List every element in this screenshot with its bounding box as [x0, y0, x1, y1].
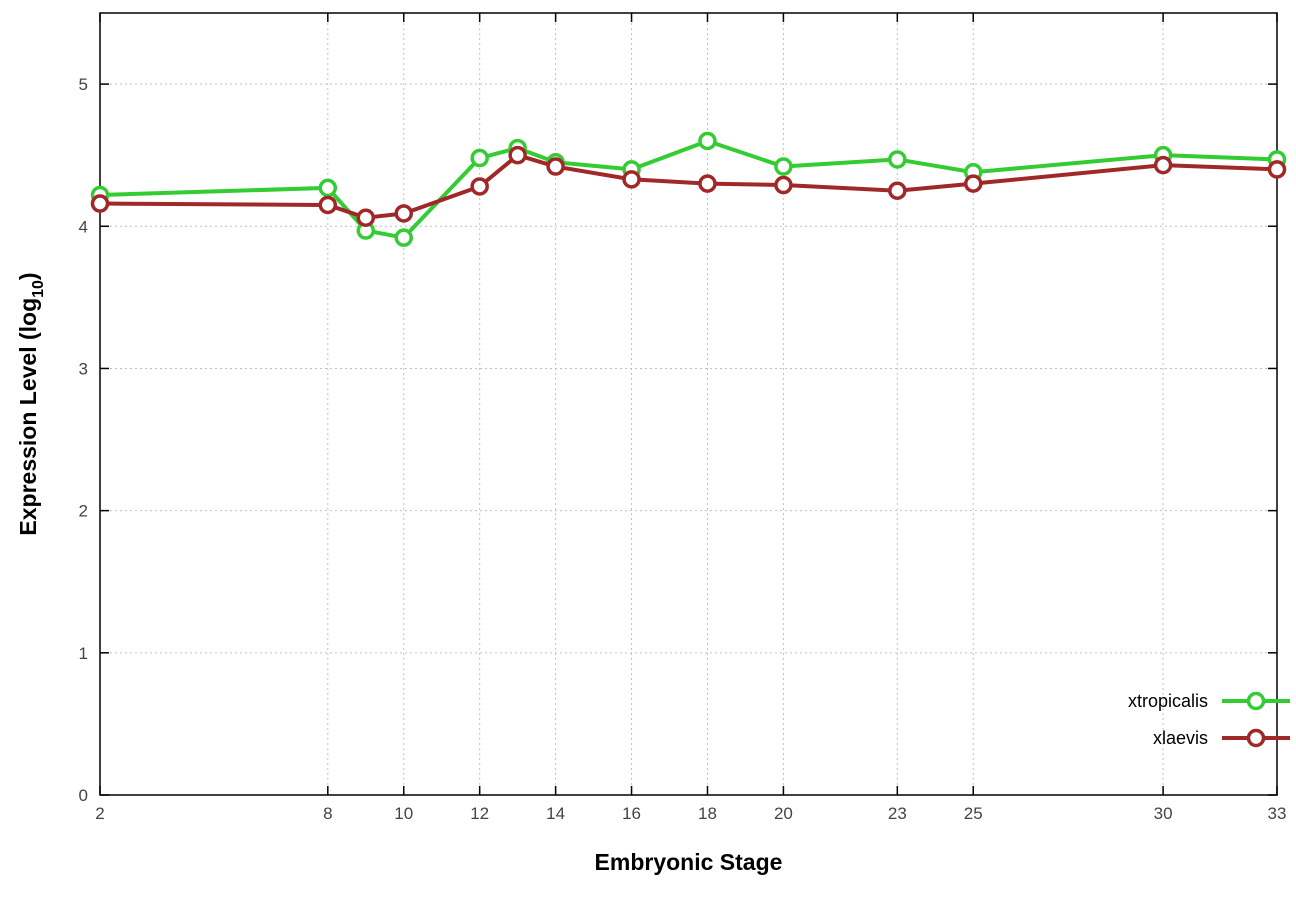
plot-border — [99, 12, 1278, 796]
data-point-xtropicalis — [470, 148, 489, 168]
data-point-xlaevis — [888, 181, 907, 200]
data-point-xlaevis — [356, 208, 376, 227]
x-tick-label: 23 — [888, 804, 907, 823]
data-point-xlaevis — [1267, 160, 1287, 179]
legend-marker — [1246, 728, 1266, 748]
x-tick-label: 10 — [394, 804, 413, 823]
x-tick-label: 33 — [1268, 804, 1287, 823]
y-tick-label: 3 — [79, 359, 88, 378]
y-axis-label: Expression Level (log10) — [15, 272, 47, 535]
data-point-xtropicalis — [394, 228, 413, 247]
legend: xtropicalis xlaevis — [1128, 691, 1290, 748]
legend-entry-xlaevis: xlaevis — [1153, 728, 1290, 748]
data-point-xtropicalis — [698, 131, 717, 151]
x-tick-label: 30 — [1154, 804, 1173, 823]
y-tick-label: 0 — [79, 786, 88, 805]
x-tick-label: 12 — [470, 804, 489, 823]
data-point-xlaevis — [318, 195, 338, 215]
x-tick-label: 20 — [774, 804, 793, 823]
data-point-xlaevis — [508, 145, 527, 165]
data-series — [90, 131, 1287, 247]
y-axis-label-subscript: 10 — [30, 280, 47, 298]
data-point-xlaevis — [964, 174, 983, 193]
x-tick-label: 16 — [622, 804, 641, 823]
legend-label: xlaevis — [1153, 728, 1208, 748]
data-point-xtropicalis — [774, 157, 793, 176]
x-tick-label: 18 — [698, 804, 717, 823]
legend-marker — [1246, 691, 1266, 711]
y-tick-label: 2 — [79, 502, 88, 521]
x-tick-label: 8 — [323, 804, 332, 823]
y-tick-label: 5 — [79, 75, 88, 94]
y-axis-label-main: Expression Level (log — [15, 298, 41, 536]
data-point-xlaevis — [470, 177, 489, 196]
x-axis-label: Embryonic Stage — [595, 849, 783, 875]
data-point-xlaevis — [698, 174, 717, 193]
y-tick-label: 4 — [79, 217, 88, 236]
data-point-xlaevis — [774, 175, 793, 195]
data-point-xlaevis — [394, 204, 413, 223]
data-point-xlaevis — [622, 170, 641, 189]
legend-entry-xtropicalis: xtropicalis — [1128, 691, 1290, 711]
axis-ticks — [99, 13, 1278, 796]
data-point-xlaevis — [1153, 155, 1173, 175]
y-axis-label-close: ) — [15, 272, 41, 280]
x-tick-label: 2 — [95, 804, 104, 823]
grid-lines — [99, 13, 1278, 796]
data-point-xtropicalis — [888, 150, 907, 169]
data-point-xtropicalis — [318, 178, 338, 198]
legend-label: xtropicalis — [1128, 691, 1208, 711]
y-tick-label: 1 — [79, 644, 88, 663]
data-point-xlaevis — [546, 157, 565, 176]
x-tick-label: 14 — [546, 804, 565, 823]
data-point-xlaevis — [90, 194, 110, 213]
series-line-xtropicalis — [98, 138, 1279, 240]
series-line-xlaevis — [98, 153, 1279, 220]
x-tick-label: 25 — [964, 804, 983, 823]
